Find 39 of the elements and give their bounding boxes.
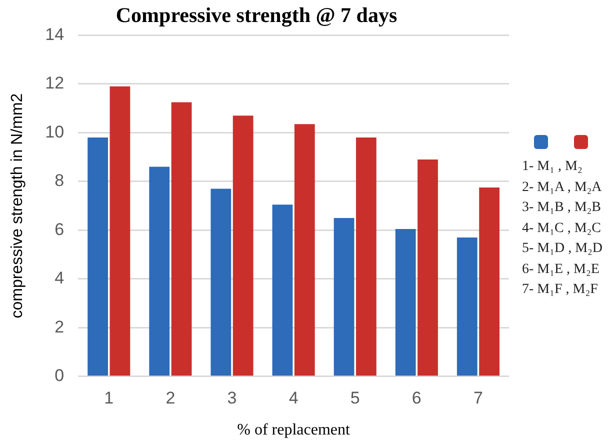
bar [395, 228, 416, 376]
bar [418, 159, 438, 376]
chart-title: Compressive strength @ 7 days [116, 3, 398, 28]
y-tick-label: 6 [54, 220, 64, 239]
y-tick-label: 4 [54, 268, 64, 288]
bar [272, 204, 293, 376]
bar [210, 188, 232, 376]
bar [356, 138, 376, 376]
x-tick-label: 7 [473, 388, 483, 408]
y-tick-label: 12 [45, 74, 64, 93]
bar [334, 218, 354, 376]
bar [456, 237, 478, 376]
x-tick-label: 2 [166, 388, 176, 408]
x-tick-label: 3 [227, 388, 237, 408]
x-axis-title: % of replacement [237, 422, 351, 439]
x-tick-label: 4 [288, 388, 298, 408]
text: 2- M₁A , M₂A [522, 178, 603, 196]
bar [294, 124, 315, 376]
y-tick-label: 0 [54, 366, 64, 386]
text: 6- M₁E , M₂E [522, 260, 600, 278]
bar [232, 116, 254, 376]
y-tick-label: 8 [54, 171, 64, 190]
x-tick-label: 5 [350, 388, 360, 408]
bar [88, 138, 108, 376]
x-tick-label: 1 [104, 388, 114, 408]
text: 5- M₁D , M₂D [522, 240, 603, 258]
y-axis-title: compressive strength in N/mm2 [9, 93, 26, 318]
bar [149, 166, 170, 376]
y-tick-label: 14 [45, 24, 64, 44]
x-tick-label: 6 [412, 388, 422, 408]
y-tick-label: 2 [54, 317, 64, 336]
bar [171, 102, 192, 376]
bar [479, 188, 500, 376]
text: 7- M₁F , M₂F [522, 281, 599, 299]
text: 1- M₁ , M₂ [522, 158, 584, 176]
text: 4- M₁C , M₂C [522, 220, 602, 238]
text: 3- M₁B , M₂B [522, 199, 602, 217]
bar [110, 86, 130, 376]
y-tick-label: 10 [45, 122, 64, 142]
